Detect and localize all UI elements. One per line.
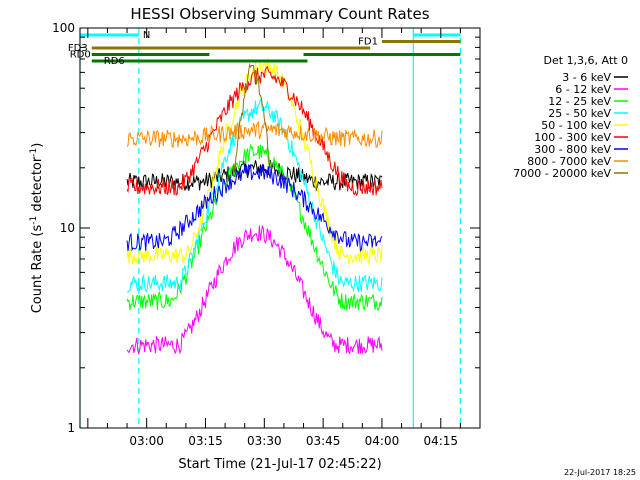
legend-label-6: 300 - 800 keV: [534, 143, 611, 156]
legend-label-8: 7000 - 20000 keV: [513, 167, 611, 180]
y-axis-label-exp1: -1: [29, 216, 39, 225]
series-line-3: [126, 98, 383, 293]
status-label-6: RD6: [104, 56, 125, 67]
x-tick-label-0: 03:00: [129, 434, 164, 448]
x-tick-label-2: 03:30: [247, 434, 282, 448]
series-line-7: [126, 121, 383, 149]
footer-timestamp: 22-Jul-2017 18:25: [564, 468, 636, 477]
legend-title: Det 1,3,6, Att 0: [544, 54, 628, 67]
legend-label-5: 100 - 300 keV: [534, 131, 611, 144]
y-axis: 1 10 100: [52, 21, 480, 435]
y-axis-label: Count Rate (s-1 detector-1): [29, 143, 45, 314]
series-line-6: [126, 164, 383, 253]
series-line-1: [126, 225, 383, 355]
legend-label-4: 50 - 100 keV: [541, 119, 611, 132]
legend-label-1: 6 - 12 keV: [555, 83, 611, 96]
x-tick-label-4: 04:00: [365, 434, 400, 448]
x-tick-label-3: 03:45: [306, 434, 341, 448]
chart-title: HESSI Observing Summary Count Rates: [130, 5, 429, 23]
series-line-2: [126, 143, 383, 312]
legend-label-2: 12 - 25 keV: [548, 95, 611, 108]
y-tick-label-1: 10: [60, 221, 75, 235]
y-tick-label-2: 100: [52, 21, 75, 35]
series-group: [126, 58, 383, 355]
x-tick-label-1: 03:15: [188, 434, 223, 448]
y-axis-label-mid: detector: [30, 156, 45, 216]
series-line-8: [232, 62, 273, 172]
legend-label-0: 3 - 6 keV: [562, 71, 611, 84]
status-label-2: FD1: [358, 37, 378, 48]
y-tick-label-0: 1: [67, 421, 75, 435]
x-axis: 03:00 03:15 03:30 03:45 04:00 04:15: [87, 28, 481, 448]
status-label-3: FD3: [68, 43, 88, 54]
y-axis-label-exp2: -1: [29, 148, 39, 157]
x-tick-label-5: 04:15: [423, 434, 458, 448]
legend-label-3: 25 - 50 keV: [548, 107, 611, 120]
legend-label-7: 800 - 7000 keV: [527, 155, 611, 168]
y-axis-label-tail: ): [30, 143, 45, 148]
y-axis-label-main: Count Rate (s: [30, 225, 45, 314]
x-axis-label: Start Time (21-Jul-17 02:45:22): [178, 457, 381, 472]
